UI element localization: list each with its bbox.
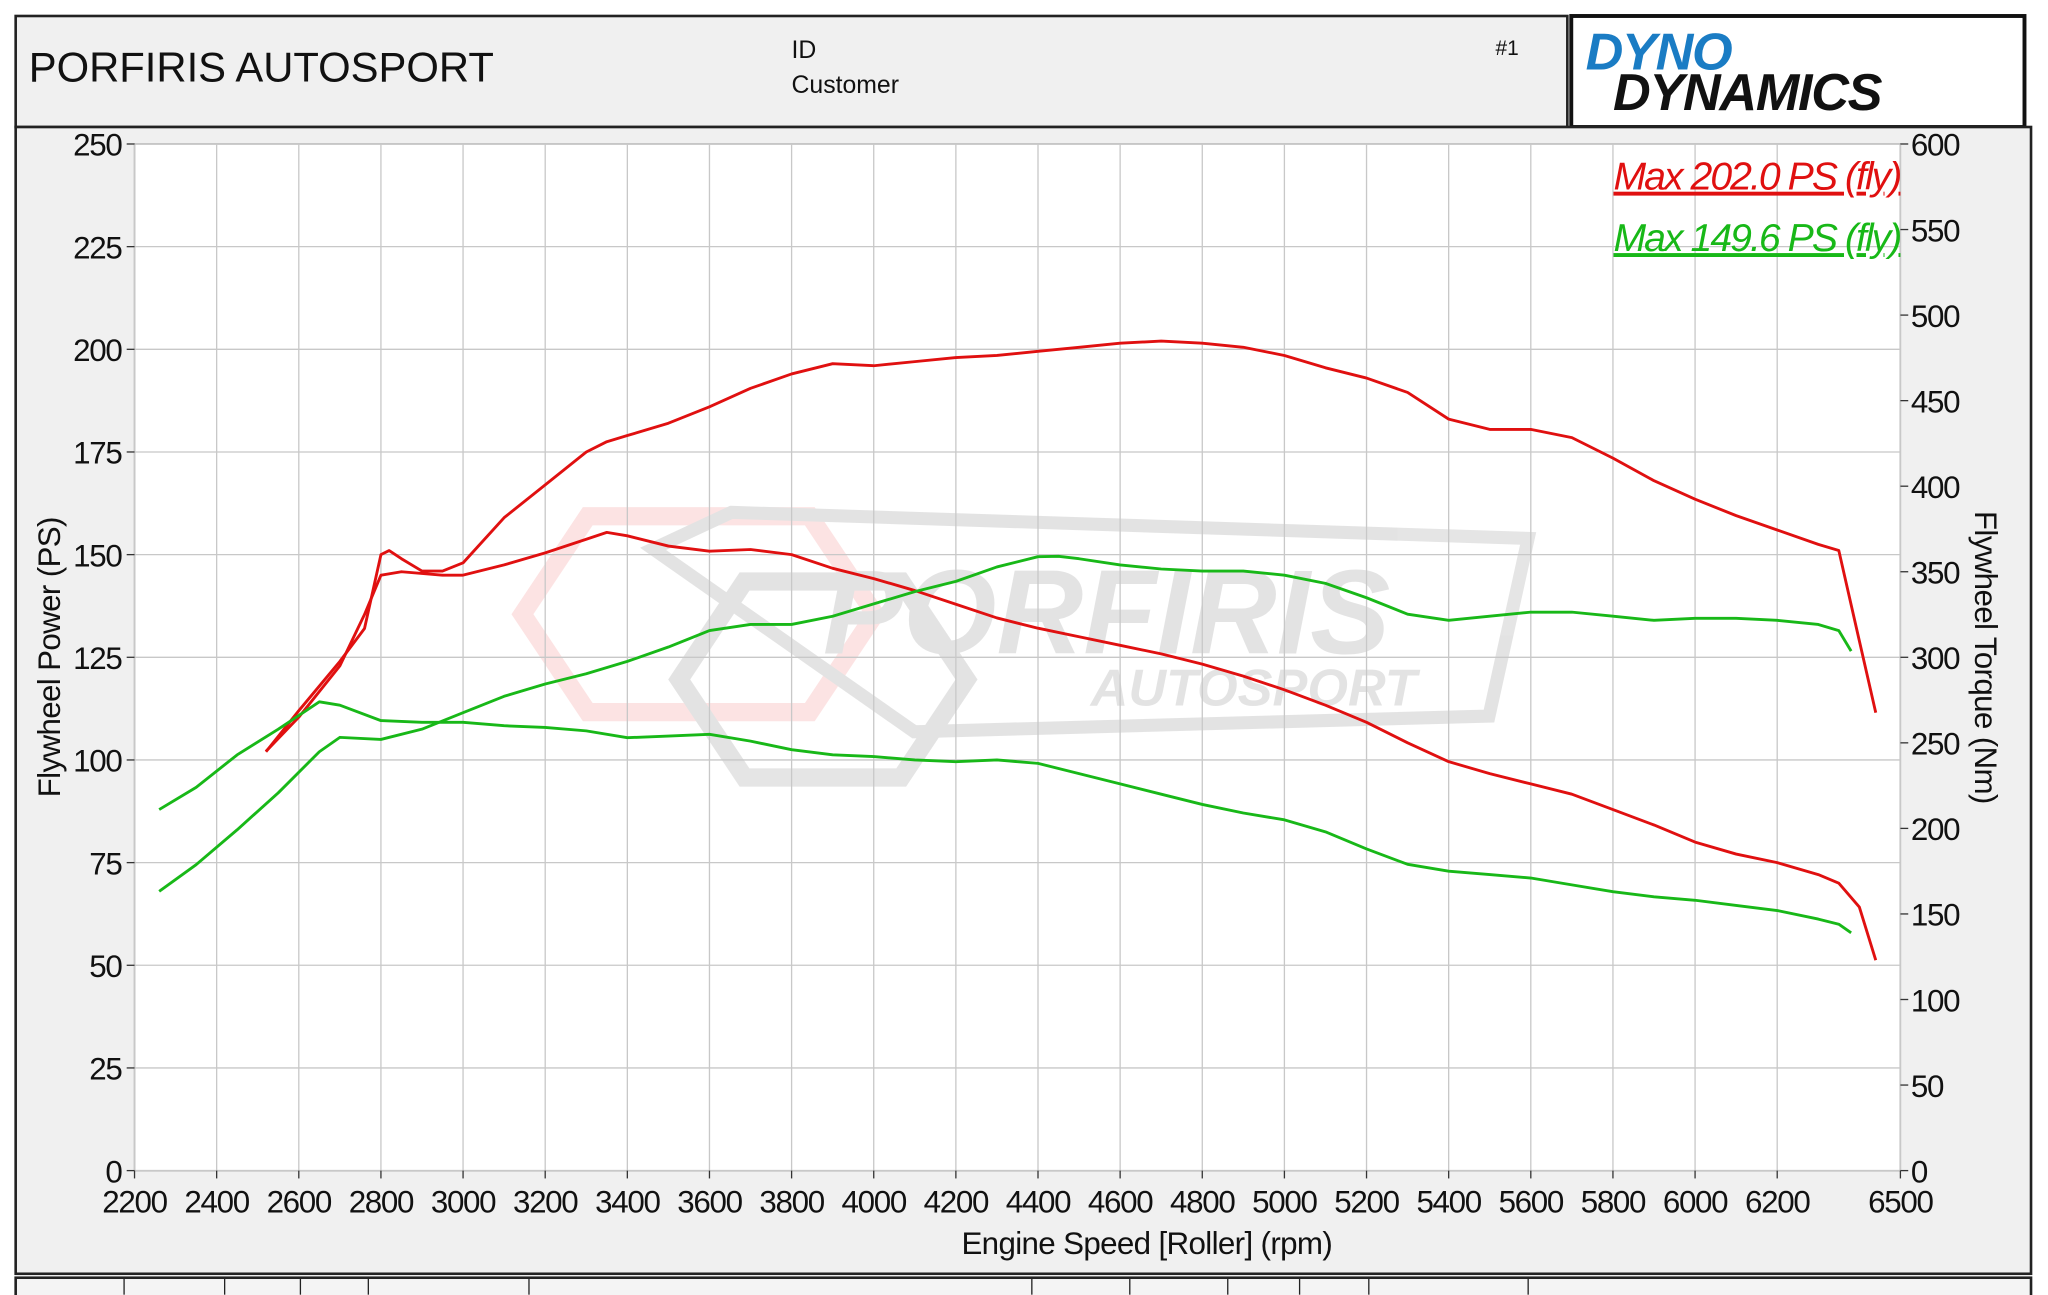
y2-tick-label: 400: [1911, 470, 1960, 505]
y-tick-label: 75: [89, 846, 122, 881]
x-tick-label: 4200: [924, 1184, 989, 1219]
y2-tick-label: 250: [1911, 727, 1960, 762]
x-tick-label: 3800: [759, 1184, 824, 1219]
y-tick-label: 200: [73, 333, 122, 368]
legend-entry: Max 202.0 PS (fly): [1613, 156, 1900, 199]
legend-entry: Max 149.6 PS (fly): [1613, 217, 1900, 260]
y-tick-label: 125: [73, 641, 122, 676]
y-tick-label: 0: [105, 1154, 122, 1189]
x-tick-label: 5600: [1499, 1184, 1564, 1219]
y-tick-label: 100: [73, 744, 122, 779]
y-tick-label: 150: [73, 538, 122, 573]
x-tick-label: 5800: [1581, 1184, 1646, 1219]
y-tick-label: 25: [89, 1052, 122, 1087]
table-dividers: [123, 1277, 1529, 1295]
x-tick-label: 4400: [1006, 1184, 1071, 1219]
results-table: [14, 1276, 2033, 1295]
y2-axis-title: Flywheel Torque (Nm): [1968, 511, 2003, 804]
y2-tick-label: 200: [1911, 812, 1960, 847]
watermark-line2: AUTOSPORT: [1089, 660, 1421, 718]
x-tick-label: 4000: [842, 1184, 907, 1219]
y2-tick-label: 600: [1911, 128, 1960, 163]
y2-tick-label: 150: [1911, 898, 1960, 933]
x-tick-label: 3000: [431, 1184, 496, 1219]
y2-tick-label: 350: [1911, 556, 1960, 591]
x-tick-label: 5000: [1252, 1184, 1317, 1219]
y-tick-label: 50: [89, 949, 122, 984]
lines: [158, 339, 1878, 961]
x-tick-label: 2800: [349, 1184, 414, 1219]
x-tick-label: 4600: [1088, 1184, 1153, 1219]
y2-tick-label: 100: [1911, 983, 1960, 1018]
y-axis-title: Flywheel Power (PS): [32, 517, 67, 797]
logo-line1: DYNO: [1586, 24, 1732, 82]
legend: Max 202.0 PS (fly) Max 149.6 PS (fly): [1613, 156, 1902, 260]
x-tick-label: 2200: [102, 1184, 167, 1219]
x-tick-label: 6500: [1868, 1184, 1933, 1219]
grid: [133, 143, 1902, 1172]
x-tick-label: 5200: [1334, 1184, 1399, 1219]
x-tick-label: 4800: [1170, 1184, 1235, 1219]
y2-tick-label: 300: [1911, 641, 1960, 676]
header-box: [14, 14, 1569, 129]
y2-tick-label: 450: [1911, 384, 1960, 419]
y2-tick-label: 50: [1911, 1069, 1944, 1104]
y2-tick-label: 0: [1911, 1154, 1928, 1189]
axes: 2200 2400 2600 2800 3000 3200 3400 3600 3800 4000…: [73, 128, 1961, 1220]
customer-label: Customer: [792, 72, 899, 99]
series-line: [158, 700, 1852, 934]
series-line: [264, 339, 1878, 753]
y-tick-label: 225: [73, 230, 122, 265]
id-label: ID: [792, 37, 817, 64]
x-tick-label: 6000: [1663, 1184, 1728, 1219]
x-tick-label: 5400: [1416, 1184, 1481, 1219]
y2-tick-label: 550: [1911, 213, 1960, 248]
x-tick-label: 6200: [1745, 1184, 1810, 1219]
y-tick-label: 175: [73, 436, 122, 471]
logo-box: [1569, 14, 2027, 129]
series-line: [264, 530, 1878, 961]
run-number: #1: [1496, 37, 1519, 60]
x-tick-label: 3200: [513, 1184, 578, 1219]
y-tick-label: 250: [73, 128, 122, 163]
x-tick-label: 2400: [184, 1184, 249, 1219]
x-axis-title: Engine Speed [Roller] (rpm): [961, 1226, 1332, 1261]
x-tick-label: 3600: [677, 1184, 742, 1219]
x-tick-label: 3400: [595, 1184, 660, 1219]
logo-line2: DYNAMICS: [1613, 64, 1883, 122]
header-title: PORFIRIS AUTOSPORT: [29, 43, 494, 90]
y2-tick-label: 500: [1911, 299, 1960, 334]
x-tick-label: 2600: [267, 1184, 332, 1219]
